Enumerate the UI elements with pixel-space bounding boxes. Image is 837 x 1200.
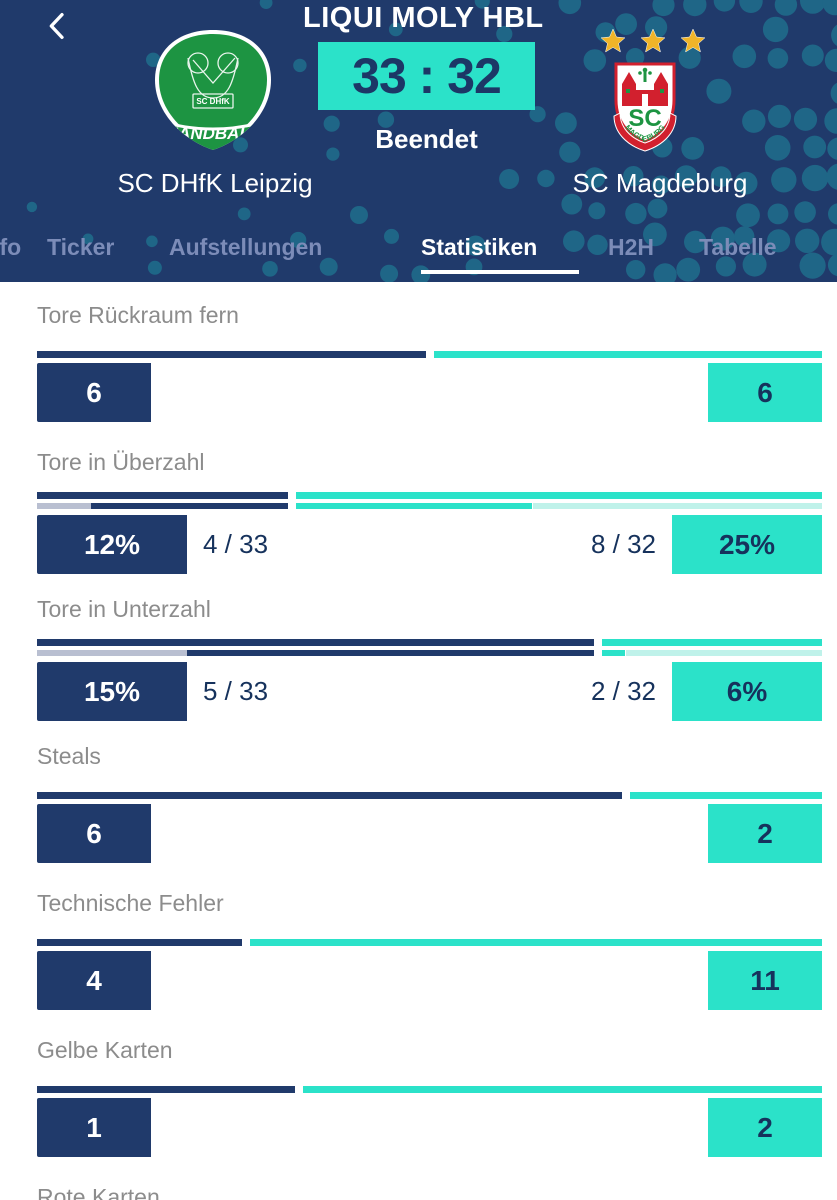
svg-text:HANDBALL: HANDBALL xyxy=(166,124,260,143)
svg-text:SC DHfK: SC DHfK xyxy=(196,97,230,106)
